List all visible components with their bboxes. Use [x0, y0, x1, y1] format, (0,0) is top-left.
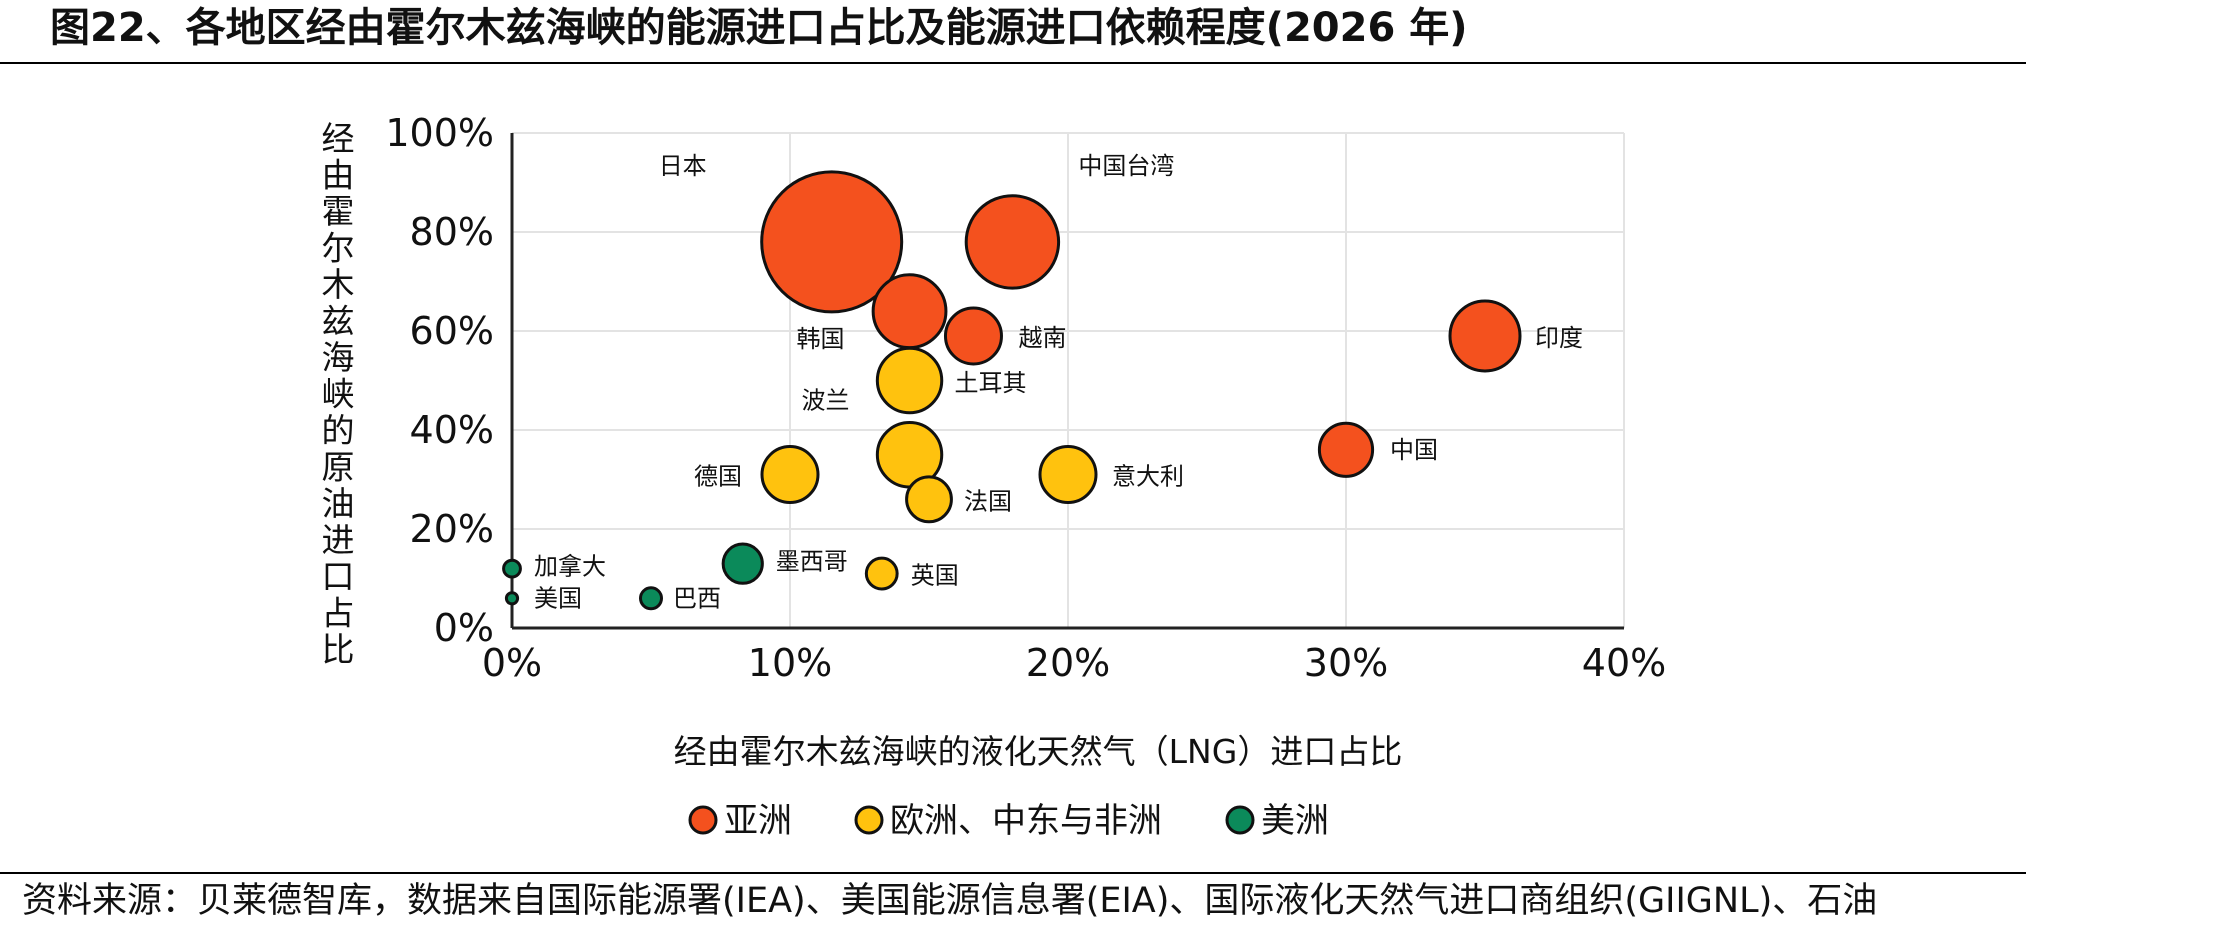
bubble-越南[interactable]: [943, 306, 1003, 366]
legend-swatch: [1225, 805, 1255, 835]
bubble-韩国[interactable]: [871, 273, 948, 350]
x-tick-label: 40%: [1582, 641, 1666, 685]
grid-lines: [512, 132, 1625, 628]
bubble-label: 日本: [659, 152, 707, 180]
y-tick-label: 0%: [434, 606, 494, 650]
bubble-label: 墨西哥: [776, 548, 848, 576]
y-axis-title-char: 海: [322, 338, 355, 377]
bubble-chart: 日本 中国台湾韩国 印度波兰 土耳其 越南德国 意大利 中国法国墨西哥英国巴西 加拿大美国 0…: [322, 111, 1667, 841]
legend-label: 美洲: [1261, 801, 1329, 841]
y-axis-title-char: 霍: [322, 192, 355, 231]
legend-item[interactable]: 美洲: [1225, 801, 1329, 841]
x-tick-label: 0%: [482, 641, 542, 685]
bubble-label: 加拿大: [534, 553, 606, 581]
bubble-中国台湾[interactable]: [964, 194, 1061, 290]
y-axis-title-char: 尔: [322, 229, 355, 268]
bubble-labels: 日本 中国台湾韩国 印度波兰 土耳其 越南德国 意大利 中国法国墨西哥英国巴西 加拿大美国: [534, 152, 1583, 612]
bubble-label: 意大利: [1112, 463, 1184, 491]
legend-swatch: [688, 805, 718, 835]
bubble-法国[interactable]: [905, 475, 953, 524]
title-divider: [0, 62, 2026, 64]
figure-title: 图22、各地区经由霍尔木兹海峡的能源进口占比及能源进口依赖程度(2026 年): [50, 5, 1468, 51]
legend: 亚洲 欧洲、中东与非洲 美洲: [688, 801, 1329, 841]
bubble-label: 法国: [964, 487, 1012, 515]
source-divider: [0, 872, 2026, 874]
legend-item[interactable]: 亚洲: [688, 801, 792, 841]
legend-label: 欧洲、中东与非洲: [890, 801, 1162, 841]
y-axis-title-char: 油: [322, 484, 355, 523]
tick-labels: 0% 20% 40% 60% 80% 100% 0% 10% 20% 30% 40%: [385, 111, 1666, 685]
bubble-德国[interactable]: [760, 445, 820, 505]
y-tick-label: 80%: [410, 210, 494, 254]
y-tick-label: 100%: [385, 111, 494, 155]
bubble-印度[interactable]: [1448, 299, 1522, 373]
bubble-label: 中国: [1390, 436, 1438, 464]
bubble-label: 中国台湾: [1078, 152, 1174, 180]
bubble-巴西[interactable]: [639, 586, 663, 611]
y-axis-title-char: 木: [322, 265, 355, 304]
bubble-美国[interactable]: [504, 591, 520, 606]
bubble-日本[interactable]: [760, 170, 904, 314]
bubble-英国[interactable]: [864, 556, 899, 591]
bubble-label: 越南: [1018, 324, 1066, 352]
y-tick-label: 20%: [410, 507, 494, 551]
source-note: 资料来源：贝莱德智库，数据来自国际能源署(IEA)、美国能源信息署(EIA)、国…: [22, 881, 1878, 921]
bubble-波兰[interactable]: [875, 346, 944, 415]
bubble-意大利[interactable]: [1038, 445, 1098, 505]
y-axis-title-char: 进: [322, 521, 355, 560]
bubble-加拿大[interactable]: [502, 558, 522, 579]
x-tick-label: 10%: [748, 641, 832, 685]
x-tick-label: 30%: [1304, 641, 1388, 685]
bubble-label: 波兰: [802, 387, 850, 415]
x-axis-title: 经由霍尔木兹海峡的液化天然气（LNG）进口占比: [674, 732, 1403, 771]
bubble-label: 土耳其: [955, 369, 1027, 397]
y-axis-title-char: 峡: [322, 375, 355, 414]
axes: [510, 133, 1624, 630]
x-tick-label: 20%: [1026, 641, 1110, 685]
y-tick-label: 40%: [410, 408, 494, 452]
legend-label: 亚洲: [724, 801, 792, 841]
y-axis-title-char: 占: [322, 594, 355, 633]
y-axis-title-char: 口: [322, 557, 355, 596]
bubble-墨西哥[interactable]: [721, 542, 764, 585]
y-tick-label: 60%: [410, 309, 494, 353]
y-axis-title-char: 的: [322, 411, 355, 450]
bubble-label: 巴西: [673, 584, 721, 612]
bubble-label: 英国: [911, 562, 959, 590]
bubble-label: 韩国: [797, 325, 845, 353]
bubble-中国[interactable]: [1317, 421, 1375, 478]
y-axis-title-char: 经: [322, 119, 355, 158]
y-axis-title-char: 由: [322, 156, 355, 195]
bubbles: [502, 170, 1522, 611]
bubble-label: 德国: [694, 463, 742, 491]
legend-swatch: [854, 805, 884, 835]
bubble-label: 美国: [534, 584, 582, 612]
y-axis-title-char: 原: [322, 448, 355, 487]
y-axis-title-char: 兹: [322, 302, 355, 341]
legend-item[interactable]: 欧洲、中东与非洲: [854, 801, 1162, 841]
y-axis-title-char: 比: [322, 630, 355, 669]
bubble-label: 印度: [1535, 324, 1583, 352]
